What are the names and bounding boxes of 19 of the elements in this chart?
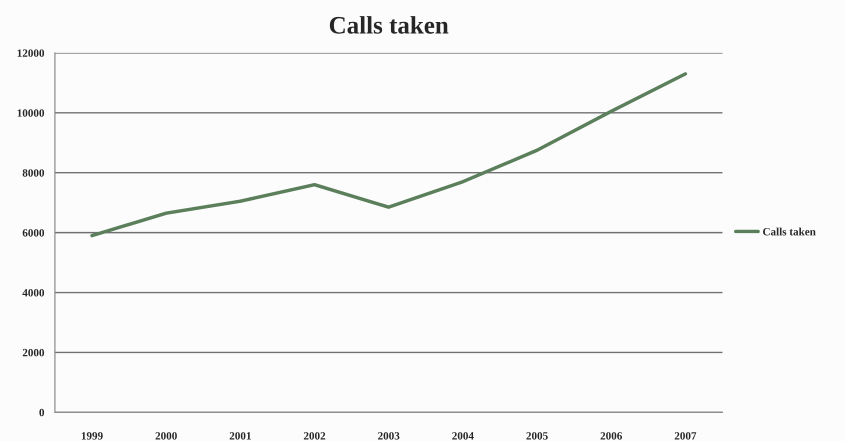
y-tick-label: 10000: [18, 109, 44, 117]
legend-label: Calls taken: [763, 228, 816, 236]
x-tick-label: 2002: [304, 432, 326, 440]
chart-title: Calls taken: [330, 16, 448, 34]
x-tick-label: 2003: [378, 432, 400, 440]
y-tick-label: 6000: [22, 229, 44, 237]
x-tick-label: 2006: [600, 432, 622, 440]
line-series: [90, 72, 688, 238]
y-tick-label: 8000: [22, 169, 44, 177]
x-tick-label: 2000: [156, 432, 177, 440]
x-tick-label: 2005: [526, 432, 548, 440]
x-tick-label: 1999: [82, 432, 103, 440]
y-tick-label: 2000: [22, 348, 44, 356]
x-tick-label: 2001: [230, 432, 251, 440]
y-tick-label: 12000: [18, 49, 44, 57]
y-tick-label: 0: [39, 408, 44, 416]
x-tick-label: 2004: [452, 432, 474, 440]
x-tick-label: 2007: [674, 432, 696, 440]
y-tick-label: 4000: [22, 288, 44, 296]
